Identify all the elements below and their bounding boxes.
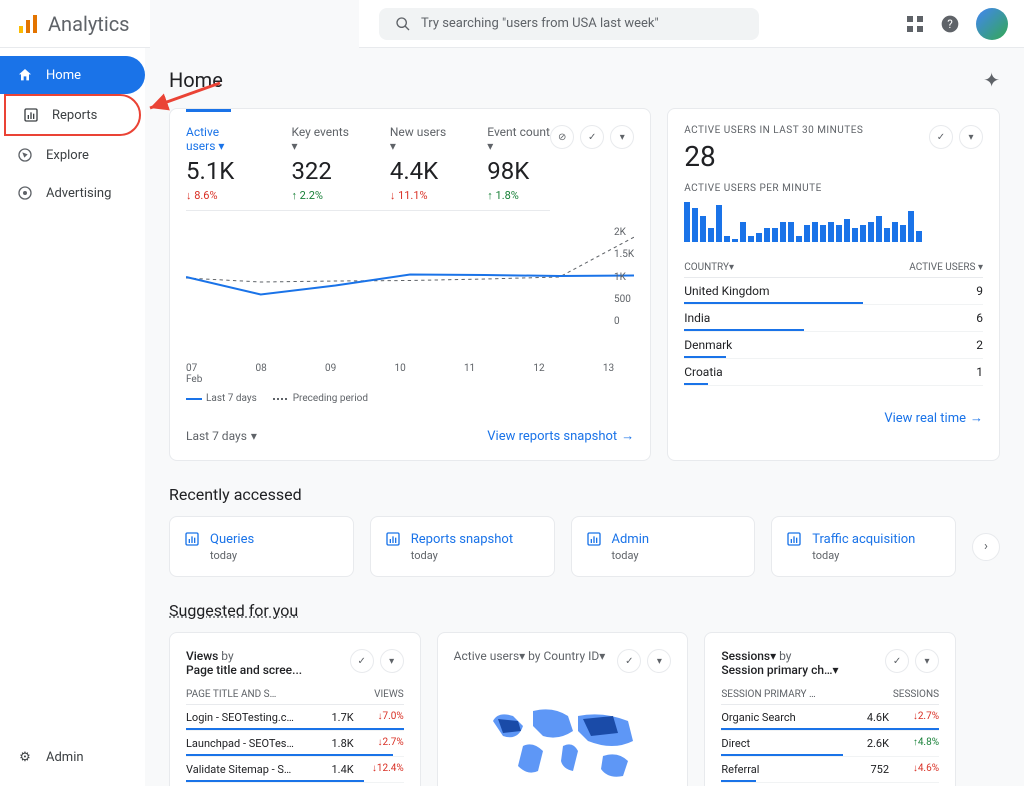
explore-icon xyxy=(16,146,34,164)
recent-card[interactable]: Queriestoday xyxy=(169,516,354,577)
sidebar-item-admin[interactable]: ⚙ Admin xyxy=(0,738,145,786)
bars-chart xyxy=(684,202,983,242)
reports-icon xyxy=(22,106,40,124)
search-input[interactable]: Try searching "users from USA last week" xyxy=(379,8,759,40)
table-row[interactable]: United Kingdom9.country-row:nth-child(1)… xyxy=(684,278,983,305)
chart-legend: Last 7 days Preceding period xyxy=(186,393,634,404)
table-row[interactable]: Referral752↓4.6% xyxy=(721,757,939,783)
table-row[interactable]: Direct2.6K↑4.8% xyxy=(721,731,939,757)
recently-row: Queriestoday Reports snapshottoday Adminto… xyxy=(169,516,1000,577)
main-content: Home ✦ Active users ▾5.1K↓ 8.6% Key event… xyxy=(145,48,1024,786)
chevron-right-icon[interactable]: › xyxy=(972,533,1000,561)
check-icon[interactable]: ✓ xyxy=(929,125,953,149)
period-selector[interactable]: Last 7 days ▾ xyxy=(186,429,257,443)
table-row[interactable]: India6.country-row:nth-child(2)::after{w… xyxy=(684,305,983,332)
table-row[interactable]: Validate Sitemap - S…1.4K↓12.4% xyxy=(186,757,404,783)
table-row[interactable]: Croatia1.country-row:nth-child(4)::after… xyxy=(684,359,983,386)
table-row[interactable]: Launchpad - SEOTes…1.8K↓2.7% xyxy=(186,731,404,757)
header-actions: ? xyxy=(906,8,1008,40)
ads-icon xyxy=(16,184,34,202)
sidebar: Home Reports Explore Advertising ⚙ Admin xyxy=(0,48,145,786)
top-header: Analytics All accounts > SEOTesting SEOT… xyxy=(0,0,1024,48)
sidebar-item-label: Advertising xyxy=(46,186,111,201)
sidebar-item-label: Admin xyxy=(46,750,84,765)
suggested-row: Views byPage title and scree...✓▾PAGE TI… xyxy=(169,632,1000,786)
more-icon[interactable]: ▾ xyxy=(610,125,634,149)
annotation-arrow xyxy=(145,78,225,118)
country-list: United Kingdom9.country-row:nth-child(1)… xyxy=(684,278,983,386)
realtime-count: 28 xyxy=(684,140,929,173)
metrics-row: Active users ▾5.1K↓ 8.6% Key events ▾322↑… xyxy=(186,125,550,211)
table-row[interactable]: Login - SEOTesting.c…1.7K↓7.0% xyxy=(186,705,404,731)
metric-0[interactable]: Active users ▾5.1K↓ 8.6% xyxy=(186,125,251,202)
sidebar-item-home[interactable]: Home xyxy=(0,56,145,94)
realtime-card: ACTIVE USERS IN LAST 30 MINUTES 28 ✓▾ AC… xyxy=(667,108,1000,461)
apps-icon[interactable] xyxy=(906,15,924,33)
suggest-card: Sessions▾ bySession primary ch…▾✓▾SESSIO… xyxy=(704,632,956,786)
section-suggested: Suggested for you xyxy=(169,601,1000,620)
x-axis: 07080910111213 xyxy=(186,363,634,374)
sidebar-item-explore[interactable]: Explore xyxy=(0,136,145,174)
bug-icon[interactable]: ⊘ xyxy=(550,125,574,149)
per-minute-header: ACTIVE USERS PER MINUTE xyxy=(684,183,983,194)
realtime-header: ACTIVE USERS IN LAST 30 MINUTES xyxy=(684,125,929,136)
help-icon[interactable]: ? xyxy=(940,14,960,34)
page-title-row: Home ✦ xyxy=(169,68,1000,92)
sidebar-item-reports[interactable]: Reports xyxy=(4,94,141,136)
metric-2[interactable]: New users ▾4.4K↓ 11.1% xyxy=(390,125,447,202)
search-icon xyxy=(395,16,411,32)
sidebar-item-label: Reports xyxy=(52,108,97,123)
table-row[interactable]: Organic Search4.6K↓2.7% xyxy=(721,705,939,731)
metric-3[interactable]: Event count ▾98K↑ 1.8% xyxy=(487,125,550,202)
suggest-card: Views byPage title and scree...✓▾PAGE TI… xyxy=(169,632,421,786)
more-icon[interactable]: ▾ xyxy=(959,125,983,149)
analytics-icon xyxy=(16,12,40,36)
user-avatar[interactable] xyxy=(976,8,1008,40)
gear-icon: ⚙ xyxy=(16,748,34,766)
section-recently: Recently accessed xyxy=(169,485,1000,504)
recent-card[interactable]: Reports snapshottoday xyxy=(370,516,555,577)
metric-1[interactable]: Key events ▾322↑ 2.2% xyxy=(291,125,349,202)
search-placeholder: Try searching "users from USA last week" xyxy=(421,16,659,31)
table-row[interactable]: Denmark2.country-row:nth-child(3)::after… xyxy=(684,332,983,359)
product-name: Analytics xyxy=(48,12,130,36)
x-unit: Feb xyxy=(186,374,634,385)
sparkle-icon[interactable]: ✦ xyxy=(983,68,1000,92)
sidebar-item-advertising[interactable]: Advertising xyxy=(0,174,145,212)
line-chart: 2K1.5K1K5000 xyxy=(186,227,634,347)
view-realtime-link[interactable]: View real time → xyxy=(884,410,983,426)
check-icon[interactable]: ✓ xyxy=(580,125,604,149)
home-icon xyxy=(16,66,34,84)
sidebar-item-label: Home xyxy=(46,68,81,83)
sidebar-item-label: Explore xyxy=(46,148,89,163)
view-reports-link[interactable]: View reports snapshot → xyxy=(487,428,634,444)
svg-text:?: ? xyxy=(947,17,953,31)
metrics-card: Active users ▾5.1K↓ 8.6% Key events ▾322↑… xyxy=(169,108,651,461)
recent-card[interactable]: Traffic acquisitiontoday xyxy=(771,516,956,577)
recent-card[interactable]: Admintoday xyxy=(571,516,756,577)
suggest-card: Active users▾ by Country ID▾✓▾COUNTRYACT… xyxy=(437,632,689,786)
analytics-logo[interactable]: Analytics xyxy=(16,12,130,36)
